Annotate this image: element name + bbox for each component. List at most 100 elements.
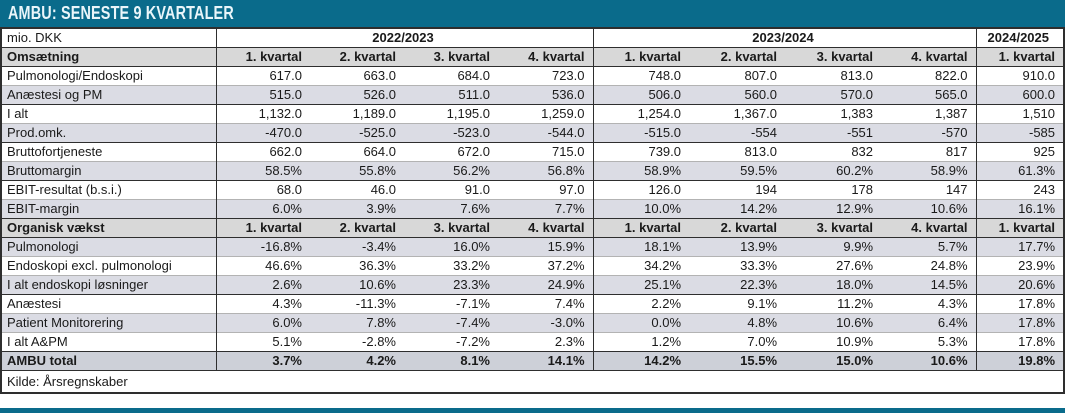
value-cell: 17.8% (975, 294, 1065, 314)
value-cell: 14.5% (881, 275, 977, 295)
value-cell: 16.1% (975, 199, 1065, 219)
value-cell: 9.1% (689, 294, 786, 314)
value-cell: 7.7% (498, 199, 594, 219)
value-cell: 1,254.0 (592, 104, 690, 124)
value-cell: 565.0 (881, 85, 977, 105)
value-cell: 16.0% (404, 237, 498, 257)
value-cell: -525.0 (310, 123, 404, 143)
value-cell: 56.2% (404, 161, 498, 181)
value-cell: 807.0 (689, 66, 786, 86)
table-row: Bruttomargin 58.5% 55.8% 56.2% 56.8% 58.9% 59.… (1, 161, 1065, 181)
row-label: Endoskopi excl. pulmonologi (1, 256, 216, 276)
quarters-table: mio. DKK 2022/2023 2023/2024 2024/2025 Omsæt… (0, 27, 1065, 394)
table-row: EBIT-resultat (b.s.i.) 68.0 46.0 91.0 97.0 12… (1, 180, 1065, 200)
value-cell: -7.2% (404, 332, 498, 352)
value-cell: 4.8% (689, 313, 786, 333)
value-cell: 817 (881, 142, 977, 162)
row-label: EBIT-margin (1, 199, 216, 219)
quarter-header: 1. kvartal (592, 218, 690, 238)
row-label: AMBU total (1, 351, 216, 371)
year-header: 2023/2024 (592, 28, 977, 48)
quarter-header: 1. kvartal (215, 218, 310, 238)
value-cell: 1,259.0 (498, 104, 594, 124)
section-title: Omsætning (1, 47, 216, 67)
year-header-row: mio. DKK 2022/2023 2023/2024 2024/2025 (1, 28, 1065, 48)
value-cell: 20.6% (975, 275, 1065, 295)
row-label: Pulmonologi (1, 237, 216, 257)
row-label: I alt A&PM (1, 332, 216, 352)
value-cell: 14.2% (592, 351, 690, 371)
value-cell: 0.0% (592, 313, 690, 333)
table-row: Endoskopi excl. pulmonologi 46.6% 36.3% 33.… (1, 256, 1065, 276)
table-row: Pulmonologi -16.8% -3.4% 16.0% 15.9% 18.1% 13.… (1, 237, 1065, 257)
value-cell: 536.0 (498, 85, 594, 105)
value-cell: 6.0% (215, 199, 310, 219)
value-cell: 511.0 (404, 85, 498, 105)
quarter-header: 4. kvartal (881, 47, 977, 67)
row-label: Prod.omk. (1, 123, 216, 143)
value-cell: 17.8% (975, 313, 1065, 333)
value-cell: 570.0 (785, 85, 882, 105)
unit-label: mio. DKK (7, 30, 62, 45)
title-bar: AMBU: SENESTE 9 KVARTALER (0, 0, 1065, 27)
table-row: AMBU total 3.7% 4.2% 8.1% 14.1% 14.2% 15.5% 15.… (1, 351, 1065, 371)
row-label: Bruttomargin (1, 161, 216, 181)
row-label: Bruttofortjeneste (1, 142, 216, 162)
table-row: Anæstesi 4.3% -11.3% -7.1% 7.4% 2.2% 9.1% 11.2%… (1, 294, 1065, 314)
value-cell: -585 (975, 123, 1065, 143)
table-row: I alt endoskopi løsninger 2.6% 10.6% 23.3% 2… (1, 275, 1065, 295)
value-cell: 24.8% (881, 256, 977, 276)
quarter-header: 1. kvartal (975, 218, 1065, 238)
table-row: Prod.omk. -470.0 -525.0 -523.0 -544.0 -515.0-… (1, 123, 1065, 143)
value-cell: 15.0% (785, 351, 882, 371)
value-cell: 600.0 (975, 85, 1065, 105)
value-cell: 194 (689, 180, 786, 200)
section-title: Organisk vækst (1, 218, 216, 238)
table-row: I alt A&PM 5.1% -2.8% -7.2% 2.3% 1.2% 7.0% 10.9… (1, 332, 1065, 352)
value-cell: 97.0 (498, 180, 594, 200)
bottom-accent-strip (0, 408, 1065, 413)
quarter-header: 2. kvartal (689, 47, 786, 67)
value-cell: 5.3% (881, 332, 977, 352)
value-cell: -570 (881, 123, 977, 143)
table-row: Pulmonologi/Endoskopi 617.0 663.0 684.0 723.… (1, 66, 1065, 86)
value-cell: 13.9% (689, 237, 786, 257)
value-cell: 672.0 (404, 142, 498, 162)
value-cell: 4.2% (310, 351, 404, 371)
value-cell: 2.3% (498, 332, 594, 352)
value-cell: -551 (785, 123, 882, 143)
value-cell: 723.0 (498, 66, 594, 86)
quarter-header: 2. kvartal (689, 218, 786, 238)
value-cell: 58.5% (215, 161, 310, 181)
section-header-row: Organisk vækst 1. kvartal 2. kvartal 3. kva… (1, 218, 1065, 238)
value-cell: 60.2% (785, 161, 882, 181)
value-cell: 243 (975, 180, 1065, 200)
table-body: mio. DKK 2022/2023 2023/2024 2024/2025 Omsæt… (1, 28, 1065, 393)
value-cell: 1,383 (785, 104, 882, 124)
value-cell: 22.3% (689, 275, 786, 295)
row-label: EBIT-resultat (b.s.i.) (1, 180, 216, 200)
value-cell: 10.6% (785, 313, 882, 333)
value-cell: 10.9% (785, 332, 882, 352)
value-cell: 560.0 (689, 85, 786, 105)
quarter-header: 3. kvartal (785, 47, 882, 67)
value-cell: -11.3% (310, 294, 404, 314)
quarter-header: 2. kvartal (310, 218, 404, 238)
value-cell: 910.0 (975, 66, 1065, 86)
value-cell: 18.0% (785, 275, 882, 295)
value-cell: 3.9% (310, 199, 404, 219)
value-cell: -7.1% (404, 294, 498, 314)
table-row: Bruttofortjeneste 662.0 664.0 672.0 715.0 739… (1, 142, 1065, 162)
value-cell: 14.2% (689, 199, 786, 219)
row-label: I alt (1, 104, 216, 124)
value-cell: 61.3% (975, 161, 1065, 181)
value-cell: 58.9% (592, 161, 690, 181)
year-header: 2022/2023 (215, 28, 594, 48)
value-cell: -515.0 (592, 123, 690, 143)
value-cell: 34.2% (592, 256, 690, 276)
value-cell: 748.0 (592, 66, 690, 86)
quarter-header: 3. kvartal (404, 218, 498, 238)
value-cell: 1,387 (881, 104, 977, 124)
value-cell: 18.1% (592, 237, 690, 257)
